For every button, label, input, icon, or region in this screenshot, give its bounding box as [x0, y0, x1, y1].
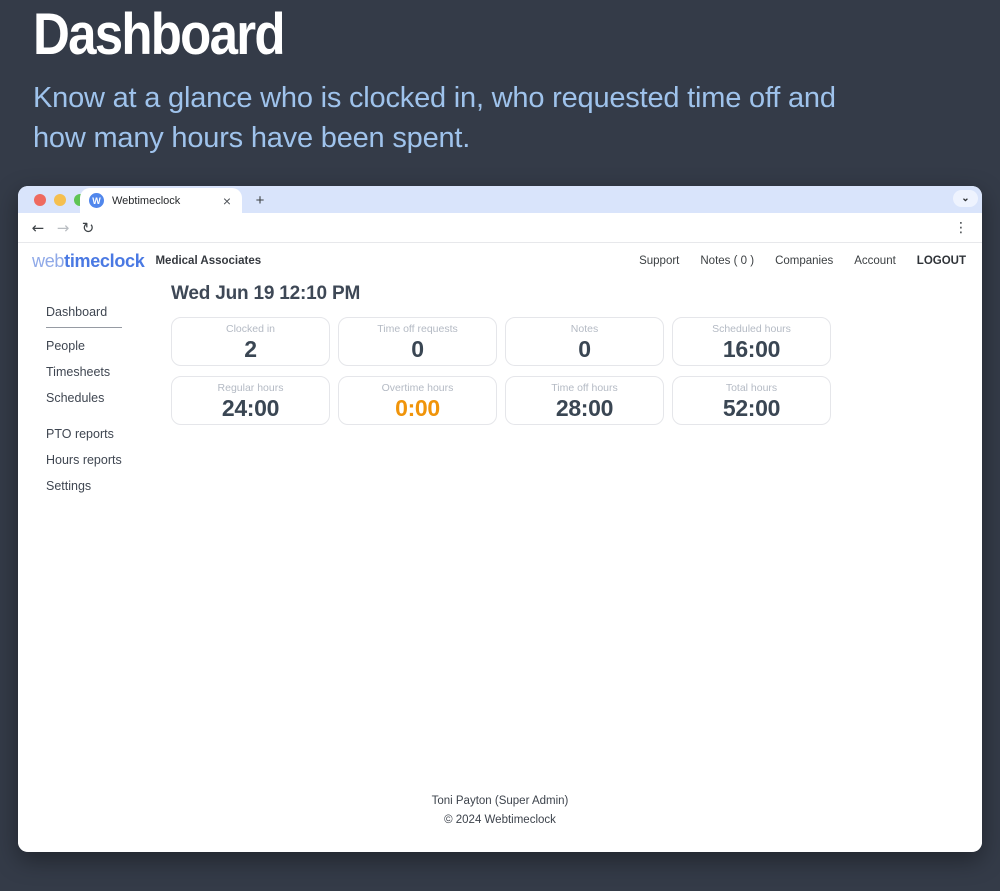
page-footer: Toni Payton (Super Admin) © 2024 Webtime…: [18, 792, 982, 830]
footer-user: Toni Payton (Super Admin): [431, 795, 569, 807]
sidebar-divider-gap: [46, 416, 142, 426]
site-nav: Support Notes ( 0 ) Companies Account LO…: [639, 255, 966, 267]
date-heading: Wed Jun 19 12:10 PM: [171, 283, 361, 304]
minimize-window-icon[interactable]: [54, 194, 66, 206]
card-time-off-requests: Time off requests 0: [338, 317, 497, 366]
card-value: 0: [411, 336, 424, 362]
webtimeclock-logo[interactable]: webtimeclock: [32, 250, 145, 272]
stat-cards-grid: Clocked in 2 Time off requests 0 Notes 0…: [171, 317, 831, 425]
nav-account[interactable]: Account: [854, 255, 896, 267]
hero-section: Dashboard Know at a glance who is clocke…: [33, 4, 863, 158]
tab-title: Webtimeclock: [112, 194, 181, 207]
card-label: Scheduled hours: [712, 323, 791, 335]
browser-window: W Webtimeclock × + ⌄ ← → ↻ ⋮ webtimecloc…: [18, 186, 982, 852]
nav-notes[interactable]: Notes ( 0 ): [700, 255, 755, 267]
sidebar-item-people[interactable]: People: [46, 339, 85, 353]
card-notes: Notes 0: [505, 317, 664, 366]
card-scheduled-hours: Scheduled hours 16:00: [672, 317, 831, 366]
card-value: 52:00: [722, 395, 781, 421]
nav-support[interactable]: Support: [639, 255, 680, 267]
card-value: 0: [578, 336, 591, 362]
chevron-down-icon: ⌄: [961, 193, 970, 204]
page-subtitle: Know at a glance who is clocked in, who …: [33, 82, 836, 154]
footer-copyright: © 2024 Webtimeclock: [444, 814, 556, 826]
card-label: Total hours: [725, 382, 778, 394]
card-value: 0:00: [395, 395, 440, 421]
card-label: Notes: [570, 323, 599, 335]
card-label: Clocked in: [225, 323, 276, 335]
nav-logout[interactable]: LOGOUT: [916, 255, 966, 267]
company-name: Medical Associates: [155, 255, 262, 267]
sidebar-item-settings[interactable]: Settings: [46, 479, 92, 493]
card-value: 28:00: [555, 395, 614, 421]
close-window-icon[interactable]: [34, 194, 46, 206]
card-value: 2: [244, 336, 257, 362]
card-regular-hours: Regular hours 24:00: [171, 376, 330, 425]
sidebar-item-timesheets[interactable]: Timesheets: [46, 365, 111, 379]
browser-tab-strip: W Webtimeclock × + ⌄: [18, 186, 982, 213]
close-tab-icon[interactable]: ×: [222, 192, 231, 209]
card-label: Time off hours: [551, 382, 618, 394]
card-value: 16:00: [722, 336, 781, 362]
nav-companies[interactable]: Companies: [775, 255, 834, 267]
card-total-hours: Total hours 52:00: [672, 376, 831, 425]
refresh-icon[interactable]: ↻: [81, 218, 95, 237]
logo-timeclock-part: timeclock: [64, 250, 145, 271]
page-title: Dashboard: [33, 2, 286, 67]
sidebar-item-hours-reports[interactable]: Hours reports: [46, 453, 122, 467]
browser-tab[interactable]: W Webtimeclock ×: [80, 188, 242, 213]
card-clocked-in: Clocked in 2: [171, 317, 330, 366]
tab-search-button[interactable]: ⌄: [953, 190, 978, 207]
sidebar-item-pto-reports[interactable]: PTO reports: [46, 427, 114, 441]
browser-toolbar: ← → ↻ ⋮: [18, 213, 982, 243]
sidebar-item-dashboard[interactable]: Dashboard: [46, 304, 122, 328]
card-label: Time off requests: [377, 323, 458, 335]
site-header: webtimeclock Medical Associates Support …: [18, 243, 982, 279]
favicon-icon: W: [89, 193, 104, 208]
card-overtime-hours: Overtime hours 0:00: [338, 376, 497, 425]
card-label: Overtime hours: [381, 382, 454, 394]
sidebar: Dashboard People Timesheets Schedules PT…: [46, 304, 142, 504]
logo-web-part: web: [32, 250, 65, 271]
dashboard-main: Wed Jun 19 12:10 PM Clocked in 2 Time of…: [171, 283, 831, 425]
card-label: Regular hours: [217, 382, 284, 394]
sidebar-item-schedules[interactable]: Schedules: [46, 391, 105, 405]
forward-icon: →: [56, 218, 70, 237]
back-icon[interactable]: ←: [31, 218, 45, 237]
webtimeclock-page: webtimeclock Medical Associates Support …: [18, 243, 982, 851]
browser-menu-icon[interactable]: ⋮: [954, 219, 968, 236]
window-controls: [34, 194, 86, 206]
card-value: 24:00: [221, 395, 280, 421]
card-time-off-hours: Time off hours 28:00: [505, 376, 664, 425]
new-tab-button[interactable]: +: [255, 191, 265, 209]
